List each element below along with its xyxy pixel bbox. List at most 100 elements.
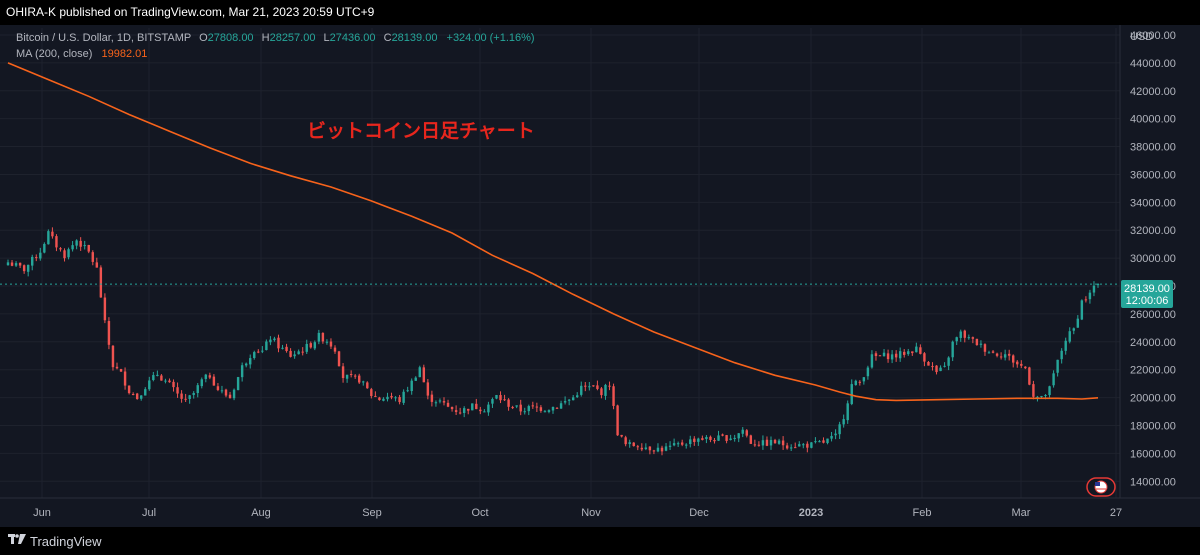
price-axis[interactable]: 14000.00 16000.00 18000.00 20000.00 22000.00… (1130, 30, 1176, 488)
candle-body (180, 393, 183, 399)
candle-body (467, 408, 470, 411)
candle-body (721, 434, 724, 436)
candle-body (955, 337, 958, 342)
candle-body (99, 267, 103, 298)
candle-body (987, 352, 991, 354)
candle-body (826, 438, 829, 444)
candle-body (761, 440, 765, 446)
last-price-tag: 28139.00 12:00:06 (1121, 280, 1173, 308)
ma-label: MA (200, close) (16, 48, 92, 60)
candle-body (705, 437, 708, 440)
candle-body (67, 249, 70, 258)
candle-body (870, 354, 874, 368)
low-value: 27436.00 (330, 32, 376, 44)
candle-body (83, 245, 86, 247)
candle-body (931, 366, 934, 368)
candle-body (959, 331, 962, 338)
candle-body (483, 411, 486, 413)
candle-body (249, 358, 252, 365)
candle-body (269, 339, 272, 343)
candle-body (1016, 361, 1019, 365)
candle-body (406, 390, 409, 392)
candle-body (713, 439, 716, 442)
candle-body (14, 263, 18, 266)
candle-body (462, 408, 466, 414)
candle-body (135, 393, 139, 400)
candle-body (531, 405, 535, 407)
candle-body (131, 393, 135, 395)
candle-body (309, 343, 312, 348)
candle-body (341, 366, 345, 379)
candle-body (608, 385, 611, 387)
candle-body (39, 252, 42, 259)
candle-body (1052, 373, 1055, 386)
price-tick-label: 16000.00 (1130, 448, 1176, 460)
candle-body (898, 351, 902, 359)
candle-body (644, 447, 648, 450)
candle-body (576, 395, 579, 398)
candle-body (991, 351, 995, 353)
candle-body (628, 442, 631, 445)
candle-body (1076, 318, 1080, 328)
time-tick-label: Jun (33, 507, 51, 519)
candle-body (584, 385, 587, 387)
candle-body (757, 444, 761, 446)
candle-body (858, 381, 862, 383)
price-tick-label: 14000.00 (1130, 476, 1176, 488)
chart-annotation: ビットコイン日足チャート (307, 120, 535, 142)
candle-body (830, 435, 833, 439)
candle-body (366, 382, 369, 389)
candle-body (51, 231, 54, 237)
candle-body (123, 371, 127, 386)
price-tick-label: 36000.00 (1130, 169, 1176, 181)
chart-panel[interactable]: 14000.00 16000.00 18000.00 20000.00 22000.00… (0, 25, 1200, 527)
price-tick-label: 24000.00 (1130, 337, 1176, 349)
last-price-value: 28139.00 (1124, 283, 1170, 295)
candle-body (648, 446, 652, 451)
candle-body (216, 386, 220, 390)
price-tick-label: 26000.00 (1130, 309, 1176, 321)
close-value: 28139.00 (392, 32, 438, 44)
candle-body (668, 445, 672, 447)
candle-body (63, 250, 66, 259)
price-chart[interactable]: 14000.00 16000.00 18000.00 20000.00 22000.00… (0, 25, 1200, 527)
publish-info: OHIRA-K published on TradingView.com, Ma… (6, 5, 375, 19)
candle-body (818, 441, 821, 443)
candle-body (1088, 292, 1092, 300)
candle-body (789, 447, 793, 449)
candle-body (410, 380, 413, 392)
candle-body (1048, 386, 1051, 396)
candle-body (289, 350, 292, 357)
candle-body (362, 381, 365, 383)
candle-body (923, 353, 926, 362)
candle-body (1080, 300, 1084, 320)
ma-value: 19982.01 (101, 48, 147, 60)
open-value: 27808.00 (208, 32, 254, 44)
price-tick-label: 30000.00 (1130, 253, 1176, 265)
candle-body (894, 353, 898, 358)
candle-body (140, 395, 143, 399)
candle-body (697, 438, 700, 442)
candle-body (814, 441, 817, 443)
candle-body (656, 447, 660, 452)
candle-body (939, 367, 942, 372)
candle-body (47, 231, 50, 245)
price-tick-label: 44000.00 (1130, 58, 1176, 70)
candle-body (305, 343, 308, 352)
time-axis[interactable]: Jun Jul Aug Sep Oct Nov Dec 2023 Feb Mar 27 (33, 507, 1122, 519)
candle-body (55, 236, 58, 248)
candle-body (507, 399, 510, 407)
candle-body (156, 374, 159, 376)
candle-body (144, 389, 147, 396)
price-tick-label: 20000.00 (1130, 393, 1176, 405)
candle-body (834, 433, 837, 436)
candle-body (749, 435, 753, 444)
us-flag-icon[interactable] (1086, 477, 1116, 497)
candle-body (208, 375, 212, 378)
candle-body (660, 447, 664, 452)
bar-countdown: 12:00:06 (1126, 295, 1169, 307)
candle-body (580, 385, 583, 395)
candle-body (329, 341, 333, 347)
candle-body (317, 332, 321, 342)
candle-body (1060, 350, 1063, 360)
